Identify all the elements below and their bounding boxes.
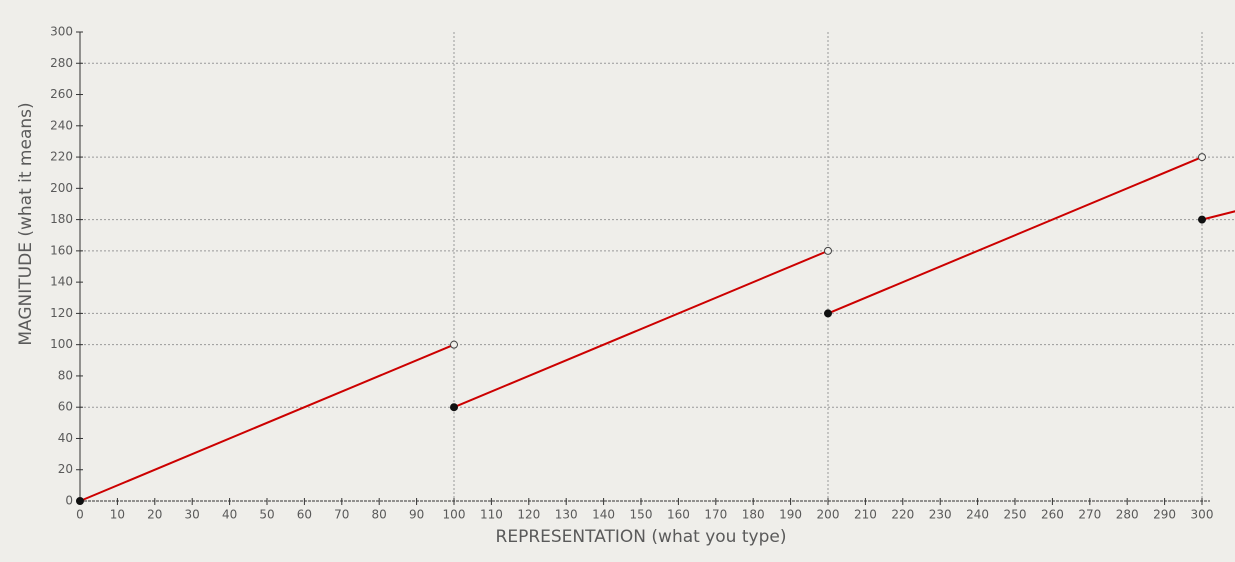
y-tick-label: 240 xyxy=(50,118,73,132)
y-tick-label: 0 xyxy=(65,494,73,508)
x-tick-label: 240 xyxy=(966,508,989,522)
x-tick-label: 290 xyxy=(1153,508,1176,522)
x-tick-label: 260 xyxy=(1041,508,1064,522)
x-tick-label: 50 xyxy=(259,508,274,522)
x-tick-label: 300 xyxy=(1191,508,1214,522)
y-tick-label: 140 xyxy=(50,275,73,289)
y-tick-label: 200 xyxy=(50,181,73,195)
open-point xyxy=(450,340,458,349)
filled-point xyxy=(76,497,84,505)
open-point xyxy=(824,246,832,255)
x-axis-title: REPRESENTATION (what you type) xyxy=(496,527,787,547)
x-tick-label: 180 xyxy=(742,508,765,522)
x-tick-label: 80 xyxy=(372,508,387,522)
x-tick-label: 270 xyxy=(1078,508,1101,522)
x-tick-label: 250 xyxy=(1004,508,1027,522)
x-tick-label: 30 xyxy=(185,508,200,522)
y-tick-label: 300 xyxy=(50,25,73,39)
x-tick-label: 20 xyxy=(147,508,162,522)
x-tick-label: 170 xyxy=(704,508,727,522)
x-tick-label: 280 xyxy=(1116,508,1139,522)
x-tick-label: 230 xyxy=(929,508,952,522)
y-tick-label: 20 xyxy=(58,462,73,476)
filled-point xyxy=(450,403,458,412)
x-tick-label: 130 xyxy=(555,508,578,522)
line-segment xyxy=(827,156,1203,315)
x-tick-label: 200 xyxy=(817,508,840,522)
y-tick-label: 80 xyxy=(58,368,73,382)
x-tick-label: 210 xyxy=(854,508,877,522)
y-tick-label: 160 xyxy=(50,243,73,257)
x-tick-label: 120 xyxy=(517,508,540,522)
open-point xyxy=(1198,153,1206,162)
y-tick-label: 100 xyxy=(50,337,73,351)
y-tick-label: 260 xyxy=(50,87,73,101)
y-tick-label: 120 xyxy=(50,306,73,320)
y-tick-label: 60 xyxy=(58,400,73,414)
y-tick-label: 220 xyxy=(50,150,73,164)
x-tick-label: 220 xyxy=(891,508,914,522)
x-tick-label: 90 xyxy=(409,508,424,522)
filled-point xyxy=(1198,215,1206,224)
x-tick-label: 150 xyxy=(630,508,653,522)
line-segment xyxy=(1201,210,1235,221)
x-tick-label: 160 xyxy=(667,508,690,522)
line-segment xyxy=(79,343,455,502)
y-tick-label: 280 xyxy=(50,56,73,70)
x-tick-label: 110 xyxy=(480,508,503,522)
filled-point xyxy=(824,309,832,318)
line-segment xyxy=(453,249,829,409)
y-axis-title: MAGNITUDE (what it means) xyxy=(16,102,36,345)
y-tick-label: 40 xyxy=(58,431,73,445)
x-tick-label: 10 xyxy=(110,508,125,522)
x-tick-label: 0 xyxy=(76,508,84,522)
x-tick-label: 70 xyxy=(334,508,349,522)
x-tick-label: 190 xyxy=(779,508,802,522)
y-tick-label: 180 xyxy=(50,212,73,226)
x-tick-label: 100 xyxy=(443,508,466,522)
x-tick-label: 140 xyxy=(592,508,615,522)
x-tick-label: 40 xyxy=(222,508,237,522)
x-tick-label: 60 xyxy=(297,508,312,522)
